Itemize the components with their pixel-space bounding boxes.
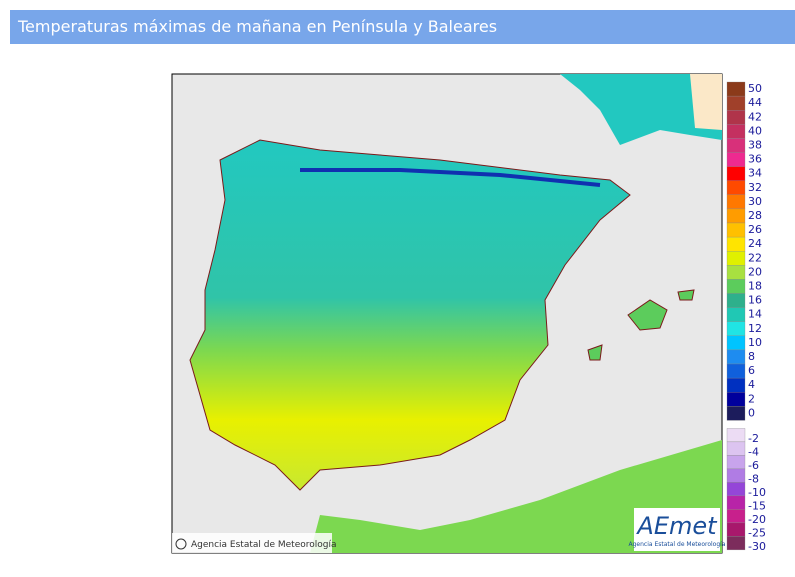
legend-label: 26 [748, 223, 762, 236]
legend-label: 8 [748, 350, 755, 363]
title-bar: Temperaturas máximas de mañana en Peníns… [10, 10, 795, 44]
legend-label: 30 [748, 195, 762, 208]
legend-label: 36 [748, 153, 762, 166]
legend-swatch [726, 166, 746, 181]
legend-label: -2 [748, 432, 759, 445]
credit: Agencia Estatal de Meteorología [191, 540, 337, 550]
legend-swatch [726, 335, 746, 351]
legend-swatch [726, 124, 746, 139]
legend-label: -25 [748, 527, 766, 540]
legend-swatch [726, 236, 746, 252]
legend-swatch [726, 194, 746, 210]
legend-label: 16 [748, 294, 762, 307]
legend-swatch [726, 81, 746, 97]
legend-label: 44 [748, 96, 762, 109]
legend-swatch [726, 152, 746, 167]
legend-label: 28 [748, 209, 762, 222]
legend-swatch [726, 279, 746, 294]
legend-label: 18 [748, 279, 762, 292]
legend-swatch [726, 509, 746, 524]
legend-label: 24 [748, 237, 762, 250]
legend-label: 50 [748, 82, 762, 95]
france [560, 74, 722, 145]
logo-subtitle: Agencia Estatal de Meteorología [629, 541, 726, 548]
legend-label: -8 [748, 473, 759, 486]
credit-bg [172, 533, 332, 553]
legend-swatch [726, 208, 746, 224]
africa [310, 440, 722, 553]
iberia [189, 139, 631, 491]
legend-swatch [726, 307, 746, 322]
legend-label: 10 [748, 336, 762, 349]
legend-swatch [726, 495, 746, 510]
legend-swatch [726, 428, 746, 443]
france-south [690, 74, 722, 130]
legend-label: 2 [748, 392, 755, 405]
legend-swatch [726, 455, 746, 470]
menorca [677, 289, 695, 301]
legend-swatch [726, 110, 746, 125]
legend-label: 6 [748, 364, 755, 377]
legend-swatch [726, 321, 746, 336]
legend-label: 14 [748, 308, 762, 321]
legend-swatch [726, 406, 746, 421]
pyrenees-cantabrian [300, 168, 601, 187]
legend-swatch [726, 349, 746, 365]
title: Temperaturas máximas de mañana en Peníns… [18, 17, 498, 36]
legend-label: -4 [748, 446, 759, 459]
legend-label: -15 [748, 500, 766, 513]
legend-swatch [726, 138, 746, 153]
legend-swatch [726, 392, 746, 407]
legend-swatch [726, 522, 746, 537]
logo-box [634, 508, 720, 551]
legend: 5044424038363432302826242220181614121086… [726, 81, 766, 553]
legend-label: -10 [748, 486, 766, 499]
legend-label: 32 [748, 181, 762, 194]
legend-label: 4 [748, 378, 755, 391]
legend-swatch [726, 468, 746, 483]
legend-label: 38 [748, 138, 762, 151]
legend-label: 34 [748, 167, 762, 180]
legend-label: -6 [748, 459, 759, 472]
legend-swatch [726, 222, 746, 238]
legend-label: 42 [748, 110, 762, 123]
legend-label: -20 [748, 513, 766, 526]
legend-swatch [726, 441, 746, 456]
logo: AEmet [635, 512, 718, 540]
legend-swatch [726, 265, 746, 280]
mallorca [627, 299, 668, 331]
legend-label: 20 [748, 265, 762, 278]
legend-swatch [726, 180, 746, 195]
legend-swatch [726, 377, 746, 393]
legend-swatch [726, 363, 746, 379]
legend-label: 0 [748, 406, 755, 419]
legend-swatch [726, 536, 746, 551]
legend-swatch [726, 482, 746, 497]
legend-label: -30 [748, 540, 766, 553]
legend-label: 12 [748, 322, 762, 335]
copyright-icon [175, 538, 187, 550]
legend-label: 40 [748, 124, 762, 137]
legend-swatch [726, 251, 746, 266]
legend-swatch [726, 293, 746, 308]
ibiza [587, 344, 603, 361]
legend-swatch [726, 95, 746, 111]
legend-label: 22 [748, 251, 762, 264]
